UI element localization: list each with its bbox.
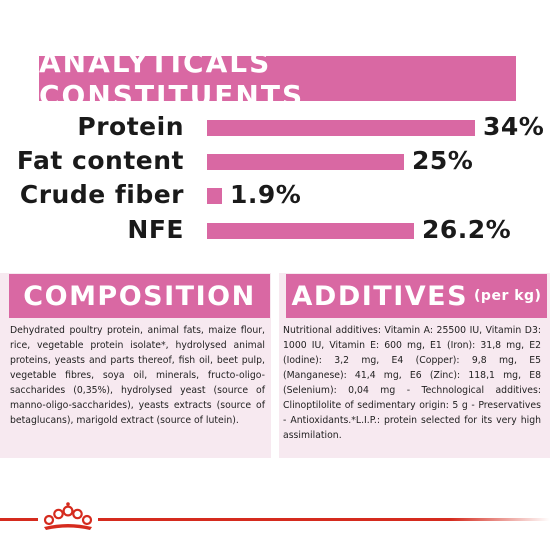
nutrient-row: Fat content 25% — [0, 146, 550, 176]
title-banner: ANALYTICALS CONSTITUENTS — [39, 46, 516, 112]
nutrient-bar — [207, 188, 222, 204]
composition-heading-text: COMPOSITION — [23, 280, 256, 312]
nutrient-value: 34% — [483, 112, 545, 141]
composition-text: Dehydrated poultry protein, animal fats,… — [10, 325, 265, 426]
composition-heading: COMPOSITION — [9, 274, 270, 318]
royal-canin-crown-icon — [43, 502, 93, 530]
nutrient-label: Protein — [77, 112, 184, 141]
nutrient-label: Crude fiber — [19, 180, 184, 209]
footer-line-right — [98, 518, 550, 521]
page-title: ANALYTICALS CONSTITUENTS — [39, 45, 305, 112]
nutrient-row: Crude fiber 1.9% — [0, 180, 550, 210]
additives-heading-text: ADDITIVES — [291, 280, 469, 312]
nutrient-label: Fat content — [16, 146, 184, 175]
nutrient-value: 26.2% — [422, 215, 512, 244]
nutrient-bar — [207, 154, 404, 170]
nutrient-bar — [207, 120, 475, 136]
nutrient-bar — [207, 223, 414, 239]
nutrient-row: Protein 34% — [0, 112, 550, 142]
additives-text: Nutritional additives: Vitamin A: 25500 … — [283, 325, 541, 441]
nutrient-value: 25% — [412, 146, 474, 175]
additives-unit: (per kg) — [474, 288, 542, 304]
nutrient-value: 1.9% — [230, 180, 302, 209]
additives-heading: ADDITIVES (per kg) — [286, 274, 547, 318]
footer-line-left — [0, 518, 38, 521]
nutrient-label: NFE — [127, 215, 184, 244]
nutrient-row: NFE 26.2% — [0, 215, 550, 245]
